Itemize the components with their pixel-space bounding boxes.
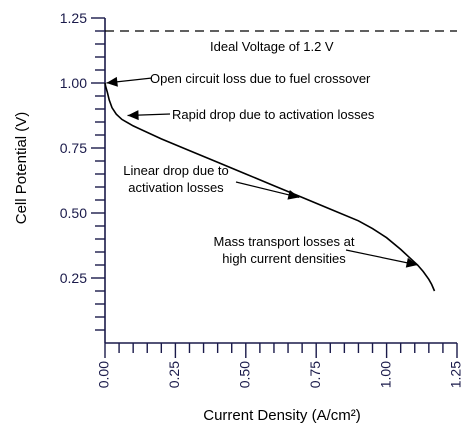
series bbox=[104, 82, 436, 292]
y-tick-label: 1.25 bbox=[60, 10, 87, 26]
annotation-arrowhead bbox=[405, 257, 418, 268]
annotation-arrow-line bbox=[345, 249, 418, 266]
annotation-text: Linear drop due to activation losses bbox=[123, 163, 229, 195]
ideal-voltage-label: Ideal Voltage of 1.2 V bbox=[210, 39, 334, 54]
reference-line: Ideal Voltage of 1.2 V bbox=[105, 30, 457, 54]
x-tick-label: 1.00 bbox=[377, 361, 393, 388]
annotation-line: Open circuit loss due to fuel crossover bbox=[150, 71, 371, 86]
annotation-line: Linear drop due to bbox=[123, 163, 229, 178]
x-tick-label: 0.50 bbox=[237, 361, 253, 388]
annotation-text: Rapid drop due to activation losses bbox=[172, 107, 375, 122]
y-tick-label: 0.50 bbox=[60, 205, 87, 221]
x-tick-label: 0.00 bbox=[96, 361, 112, 388]
tick-marks: 0.25 0.50 0.75 1.00 1.25 0.00 0.25 0.50 0.75 1.00… bbox=[60, 10, 464, 388]
x-tick-label: 0.25 bbox=[166, 361, 182, 388]
annotation-text: Open circuit loss due to fuel crossover bbox=[150, 71, 371, 86]
polarization-curve bbox=[104, 82, 436, 292]
annotation-arrowhead bbox=[127, 110, 139, 121]
y-tick-label: 0.75 bbox=[60, 140, 87, 156]
axes bbox=[104, 18, 457, 344]
y-tick-label: 0.25 bbox=[60, 270, 87, 286]
x-tick-label: 1.25 bbox=[448, 361, 464, 388]
y-axis-title: Cell Potential (V) bbox=[13, 112, 30, 225]
x-tick-label: 0.75 bbox=[307, 361, 323, 388]
annotation-line: activation losses bbox=[128, 180, 224, 195]
annotations: Open circuit loss due to fuel crossover R… bbox=[106, 71, 418, 268]
annotation-line: Mass transport losses at bbox=[214, 234, 355, 249]
annotation-arrowhead bbox=[287, 189, 300, 200]
x-axis-title: Current Density (A/cm²) bbox=[203, 407, 361, 424]
annotation-line: Rapid drop due to activation losses bbox=[172, 107, 375, 122]
annotation-arrowhead bbox=[106, 76, 118, 87]
y-tick-label: 1.00 bbox=[60, 75, 87, 91]
annotation-line: high current densities bbox=[222, 251, 346, 266]
annotation-text: Mass transport losses at high current den… bbox=[214, 234, 355, 266]
